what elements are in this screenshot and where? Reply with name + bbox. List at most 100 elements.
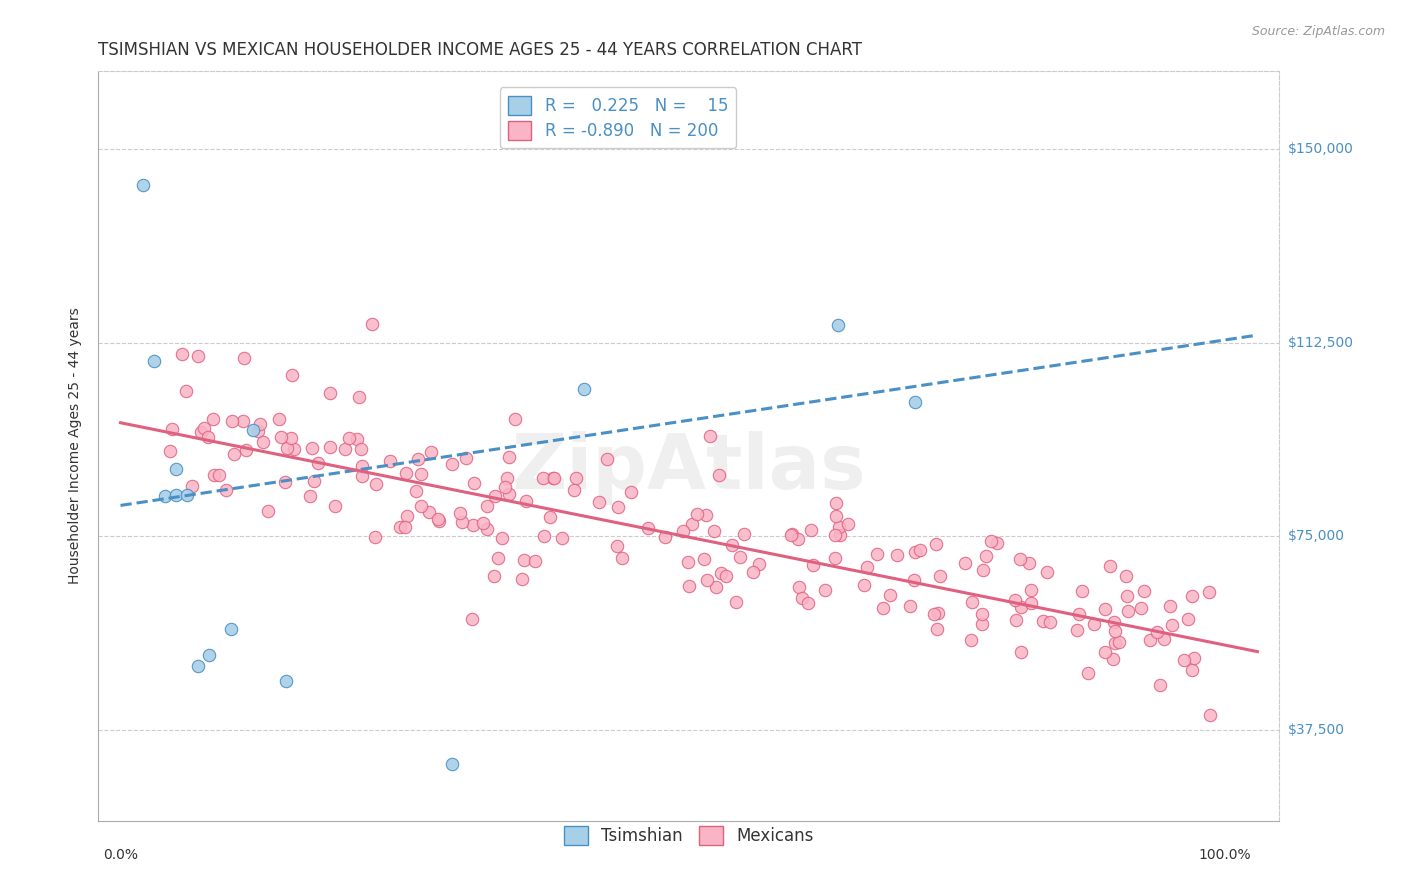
Point	[852, 578, 875, 592]
Text: 0.0%: 0.0%	[103, 848, 138, 863]
Point	[418, 505, 440, 519]
Point	[1099, 559, 1122, 574]
Point	[596, 452, 619, 467]
Point	[190, 425, 212, 440]
Point	[198, 648, 221, 663]
Point	[748, 558, 770, 572]
Point	[1177, 612, 1199, 626]
Point	[242, 423, 264, 437]
Point	[707, 467, 730, 482]
Point	[1019, 582, 1042, 597]
Point	[1077, 665, 1099, 680]
Point	[352, 469, 374, 483]
Point	[1083, 617, 1105, 632]
Point	[1101, 652, 1123, 666]
Point	[572, 382, 595, 396]
Point	[319, 440, 342, 454]
Point	[925, 537, 948, 551]
Point	[1010, 645, 1032, 659]
Text: $75,000: $75,000	[1288, 530, 1344, 543]
Point	[799, 523, 821, 537]
Point	[283, 442, 305, 457]
Point	[257, 504, 280, 518]
Point	[612, 551, 634, 566]
Text: ZipAtlas: ZipAtlas	[512, 432, 866, 506]
Point	[180, 479, 202, 493]
Point	[1021, 596, 1043, 610]
Point	[153, 489, 176, 503]
Point	[472, 516, 495, 530]
Point	[475, 499, 498, 513]
Point	[319, 385, 342, 400]
Point	[460, 612, 482, 626]
Point	[491, 531, 513, 545]
Point	[496, 471, 519, 485]
Point	[543, 471, 565, 485]
Point	[187, 658, 209, 673]
Point	[1116, 590, 1139, 604]
Point	[160, 422, 183, 436]
Point	[486, 550, 509, 565]
Point	[904, 545, 927, 559]
Point	[1066, 623, 1088, 637]
Point	[1004, 592, 1026, 607]
Text: Source: ZipAtlas.com: Source: ZipAtlas.com	[1251, 25, 1385, 38]
Point	[1116, 604, 1139, 618]
Point	[1149, 678, 1171, 692]
Point	[299, 489, 322, 503]
Point	[388, 520, 411, 534]
Text: $112,500: $112,500	[1288, 335, 1354, 350]
Point	[588, 495, 610, 509]
Point	[176, 488, 198, 502]
Y-axis label: Householder Income Ages 25 - 44 years: Householder Income Ages 25 - 44 years	[69, 308, 83, 584]
Point	[252, 435, 274, 450]
Text: TSIMSHIAN VS MEXICAN HOUSEHOLDER INCOME AGES 25 - 44 YEARS CORRELATION CHART: TSIMSHIAN VS MEXICAN HOUSEHOLDER INCOME …	[98, 41, 862, 59]
Point	[695, 508, 717, 522]
Point	[232, 414, 254, 428]
Point	[1032, 614, 1054, 628]
Point	[197, 429, 219, 443]
Point	[606, 500, 628, 515]
Point	[970, 607, 993, 622]
Point	[1102, 615, 1125, 630]
Point	[725, 595, 748, 609]
Point	[1094, 644, 1116, 658]
Point	[1153, 632, 1175, 646]
Point	[1159, 599, 1181, 614]
Point	[346, 432, 368, 446]
Point	[782, 526, 804, 541]
Point	[886, 548, 908, 562]
Point	[1094, 602, 1116, 616]
Point	[1199, 707, 1222, 722]
Point	[801, 558, 824, 573]
Point	[1069, 607, 1091, 621]
Point	[165, 462, 187, 476]
Point	[408, 452, 430, 467]
Point	[201, 412, 224, 426]
Point	[172, 347, 194, 361]
Point	[1139, 632, 1161, 647]
Point	[1035, 565, 1057, 579]
Point	[339, 431, 361, 445]
Point	[637, 521, 659, 535]
Point	[307, 456, 329, 470]
Point	[456, 450, 478, 465]
Point	[222, 447, 245, 461]
Point	[449, 506, 471, 520]
Point	[742, 565, 765, 579]
Point	[396, 509, 419, 524]
Point	[672, 524, 695, 539]
Point	[484, 489, 506, 503]
Point	[910, 543, 932, 558]
Point	[1133, 584, 1156, 599]
Point	[1173, 653, 1195, 667]
Point	[426, 511, 449, 525]
Point	[790, 591, 813, 605]
Point	[620, 485, 643, 500]
Point	[904, 395, 927, 409]
Point	[676, 555, 699, 569]
Point	[280, 368, 302, 382]
Point	[395, 466, 418, 480]
Point	[512, 572, 534, 586]
Point	[779, 527, 801, 541]
